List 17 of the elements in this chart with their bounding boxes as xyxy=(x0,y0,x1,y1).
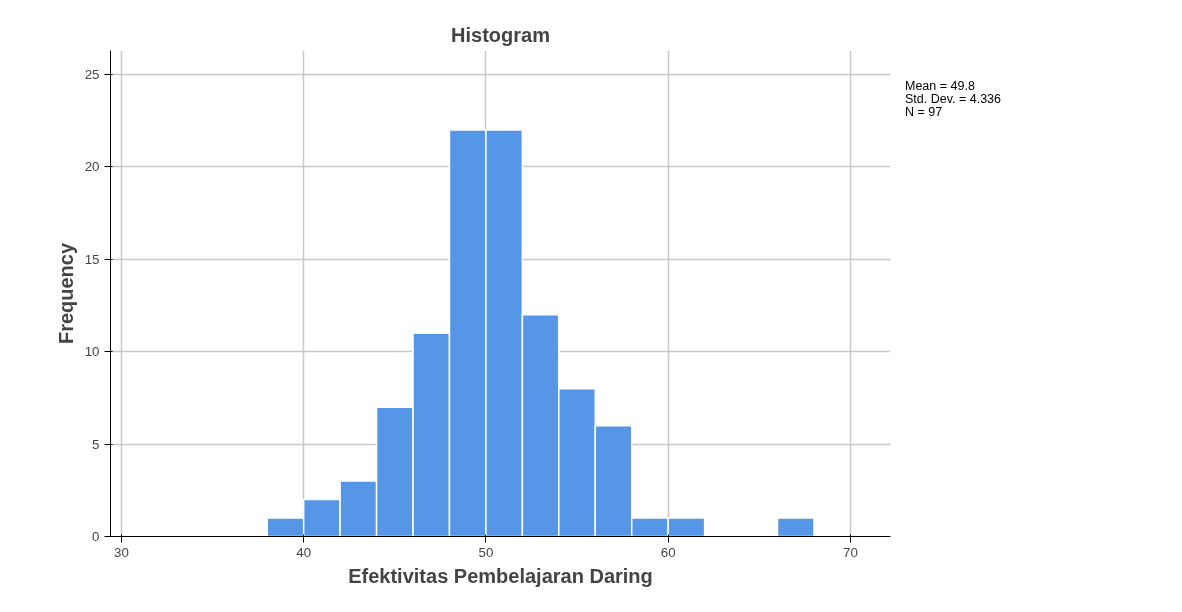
x-tick-label: 50 xyxy=(478,544,494,560)
y-tick-label: 25 xyxy=(84,67,100,83)
text: Std. Dev. = 4.336 xyxy=(905,92,1002,107)
y-tick-label: 20 xyxy=(84,159,100,175)
x-tick-label: 70 xyxy=(842,544,858,560)
y-tick-label: 15 xyxy=(84,251,100,267)
y-tick-label: 0 xyxy=(92,529,100,544)
x-axis-title: Efektivitas Pembelajaran Daring xyxy=(348,564,653,587)
x-tick-label: 30 xyxy=(114,544,129,560)
y-axis-title: Frequency xyxy=(54,242,77,345)
x-tick-label: 40 xyxy=(296,544,312,560)
text: N = 97 xyxy=(905,105,943,120)
x-tick-label: 60 xyxy=(660,544,676,560)
y-tick-label: 5 xyxy=(92,436,100,452)
y-tick-label: 10 xyxy=(84,344,100,360)
text: Mean = 49.8 xyxy=(905,79,975,93)
chart-title: Histogram xyxy=(451,23,550,46)
